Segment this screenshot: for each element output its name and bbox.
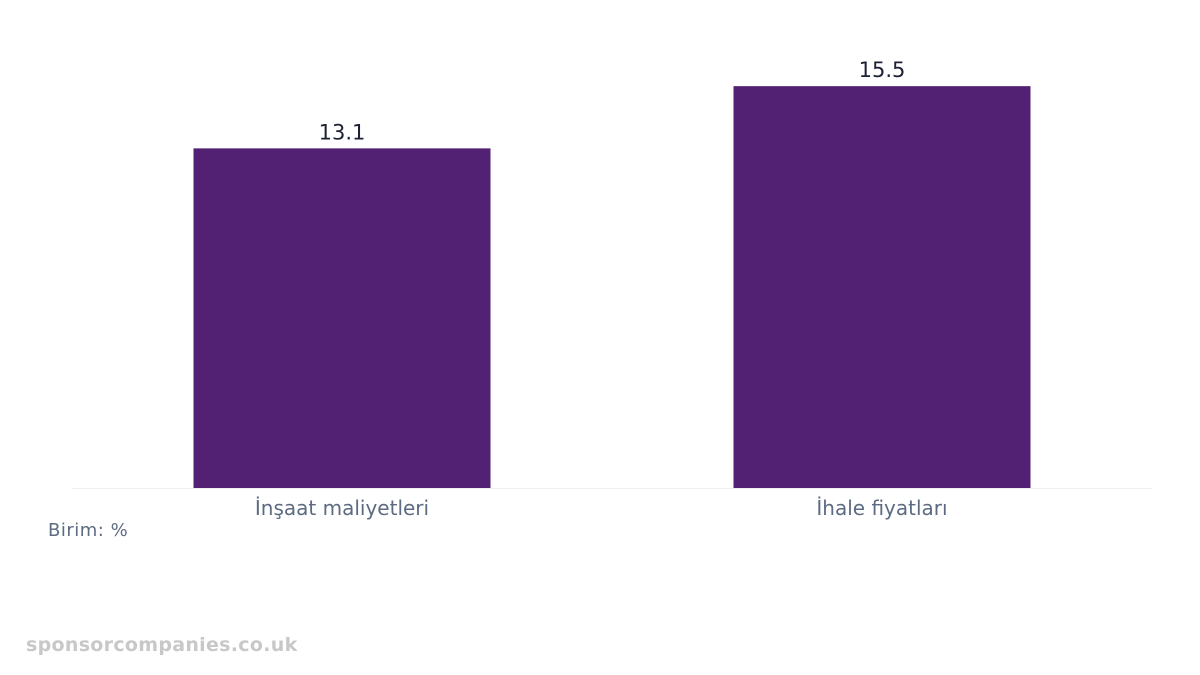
bar-1 — [193, 148, 491, 489]
bars-layer: 13.1 İnşaat maliyetleri 15.5 İhale fiyatlar… — [193, 58, 1031, 520]
category-label-2: İhale fiyatları — [816, 496, 947, 520]
unit-note: Birim: % — [48, 520, 129, 541]
watermark: sponsorcompanies.co.uk — [26, 634, 298, 656]
bar-2 — [733, 86, 1031, 489]
category-label-1: İnşaat maliyetleri — [255, 496, 429, 520]
bar-value-label-2: 15.5 — [859, 58, 906, 82]
bar-value-label-1: 13.1 — [319, 120, 366, 144]
